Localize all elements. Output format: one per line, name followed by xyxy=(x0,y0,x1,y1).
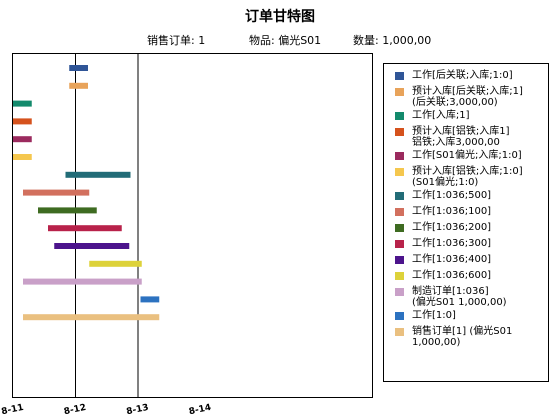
legend: 工作[后关联;入库;1:0] 预计入库[后关联;入库;1] (后关联;3,000,… xyxy=(383,63,549,382)
legend-label-1: 预计入库[后关联;入库;1] (后关联;3,000,00) xyxy=(412,86,523,108)
gantt-bar-10 xyxy=(54,243,130,249)
gantt-bar-9 xyxy=(48,225,122,232)
legend-label-14: 销售订单[1] (偏光S01 1,000,00) xyxy=(412,326,513,348)
x-tick-label-1: 8-12 xyxy=(63,403,87,417)
legend-label-10: 工作[1:036;400] xyxy=(412,254,492,265)
legend-swatch-5 xyxy=(395,168,404,176)
legend-item-11: 工作[1:036;600] xyxy=(384,270,548,284)
gantt-bar-1 xyxy=(69,82,88,89)
gantt-bar-8 xyxy=(38,207,97,214)
gantt-bar-12 xyxy=(23,278,142,285)
item-subtitle: 物品: 偏光S01 xyxy=(249,34,322,47)
legend-swatch-11 xyxy=(395,272,404,280)
legend-swatch-9 xyxy=(395,240,404,248)
gantt-bar-11 xyxy=(89,260,142,267)
chart-title: 订单甘特图 xyxy=(245,9,315,25)
legend-item-1: 预计入库[后关联;入库;1] (后关联;3,000,00) xyxy=(384,86,548,108)
legend-item-2: 工作[入库;1] xyxy=(384,110,548,124)
legend-label-3: 预计入库[铝铁;入库1] 铝铁;入库3,000,00 xyxy=(412,126,510,148)
legend-label-5: 预计入库[铝铁;入库;1:0] (S01偏光;1:0) xyxy=(412,166,523,188)
legend-label-13: 工作[1:0] xyxy=(412,310,456,321)
legend-swatch-4 xyxy=(395,152,404,160)
gantt-bar-6 xyxy=(65,171,131,178)
legend-item-13: 工作[1:0] xyxy=(384,310,548,324)
legend-item-7: 工作[1:036;100] xyxy=(384,206,548,220)
legend-item-8: 工作[1:036;200] xyxy=(384,222,548,236)
gantt-bar-7 xyxy=(23,189,90,196)
legend-swatch-7 xyxy=(395,208,404,216)
gantt-bar-3 xyxy=(13,118,32,125)
legend-label-2: 工作[入库;1] xyxy=(412,110,470,121)
x-tick-label-0: 8-11 xyxy=(1,403,25,417)
x-tick-label-3: 8-14 xyxy=(188,403,212,417)
legend-label-12: 制造订单[1:036] (偏光S01 1,000,00) xyxy=(412,286,507,308)
legend-item-12: 制造订单[1:036] (偏光S01 1,000,00) xyxy=(384,286,548,308)
gantt-bar-0 xyxy=(69,65,88,71)
quantity-subtitle: 数量: 1,000,00 xyxy=(353,34,432,47)
legend-swatch-3 xyxy=(395,128,404,136)
legend-swatch-14 xyxy=(395,328,404,336)
gantt-bar-2 xyxy=(13,100,32,107)
legend-item-9: 工作[1:036;300] xyxy=(384,238,548,252)
legend-label-9: 工作[1:036;300] xyxy=(412,238,492,249)
gantt-bar-13 xyxy=(140,296,160,303)
legend-item-3: 预计入库[铝铁;入库1] 铝铁;入库3,000,00 xyxy=(384,126,548,148)
x-tick-label-2: 8-13 xyxy=(126,403,150,417)
legend-label-7: 工作[1:036;100] xyxy=(412,206,492,217)
legend-swatch-12 xyxy=(395,288,404,296)
legend-label-0: 工作[后关联;入库;1:0] xyxy=(412,70,513,81)
gantt-bar-5 xyxy=(13,154,32,160)
legend-swatch-6 xyxy=(395,192,404,200)
legend-item-6: 工作[1:036;500] xyxy=(384,190,548,204)
gantt-bar-14 xyxy=(23,314,160,321)
order-subtitle: 销售订单: 1 xyxy=(147,34,206,47)
gantt-bar-4 xyxy=(13,136,32,143)
legend-item-4: 工作[S01偏光;入库;1:0] xyxy=(384,150,548,164)
legend-swatch-0 xyxy=(395,72,404,80)
legend-swatch-10 xyxy=(395,256,404,264)
legend-label-6: 工作[1:036;500] xyxy=(412,190,492,201)
legend-label-8: 工作[1:036;200] xyxy=(412,222,492,233)
legend-swatch-2 xyxy=(395,112,404,120)
legend-item-0: 工作[后关联;入库;1:0] xyxy=(384,70,548,84)
legend-swatch-1 xyxy=(395,88,404,96)
legend-item-14: 销售订单[1] (偏光S01 1,000,00) xyxy=(384,326,548,348)
legend-item-10: 工作[1:036;400] xyxy=(384,254,548,268)
legend-label-11: 工作[1:036;600] xyxy=(412,270,492,281)
legend-swatch-13 xyxy=(395,312,404,320)
legend-label-4: 工作[S01偏光;入库;1:0] xyxy=(412,150,522,161)
legend-swatch-8 xyxy=(395,224,404,232)
legend-item-5: 预计入库[铝铁;入库;1:0] (S01偏光;1:0) xyxy=(384,166,548,188)
